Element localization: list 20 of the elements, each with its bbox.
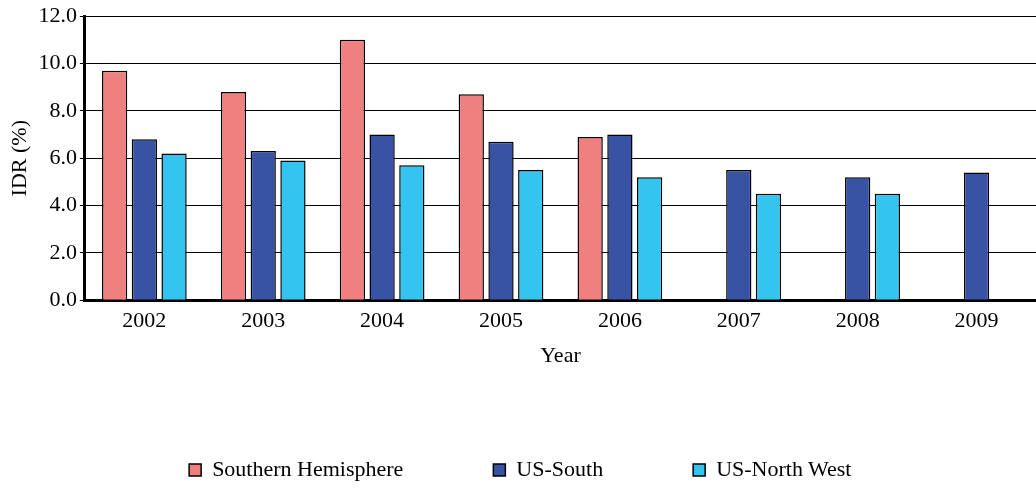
y-tick-label: 10.0	[38, 49, 77, 75]
x-tick-label: 2003	[241, 307, 286, 333]
legend-label: US-South	[516, 455, 604, 481]
x-tick-label: 2008	[835, 307, 880, 333]
x-tick-label: 2005	[479, 307, 524, 333]
y-tick-label: 0.0	[49, 285, 77, 311]
x-tick-label: 2004	[360, 307, 405, 333]
x-tick-label: 2007	[716, 307, 761, 333]
x-axis-title: Year	[540, 341, 582, 367]
y-tick-label: 12.0	[38, 1, 77, 27]
x-tick-label: 2009	[954, 307, 999, 333]
legend-label: Southern Hemisphere	[212, 455, 404, 481]
y-tick-label: 6.0	[49, 143, 77, 169]
x-tick-label: 2006	[597, 307, 642, 333]
legend-label: US-North West	[716, 455, 852, 481]
y-tick-label: 8.0	[49, 96, 77, 122]
y-axis-title: IDR (%)	[5, 120, 31, 197]
x-tick-label: 2002	[122, 307, 167, 333]
y-tick-label: 4.0	[49, 191, 77, 217]
y-tick-label: 2.0	[49, 238, 77, 264]
